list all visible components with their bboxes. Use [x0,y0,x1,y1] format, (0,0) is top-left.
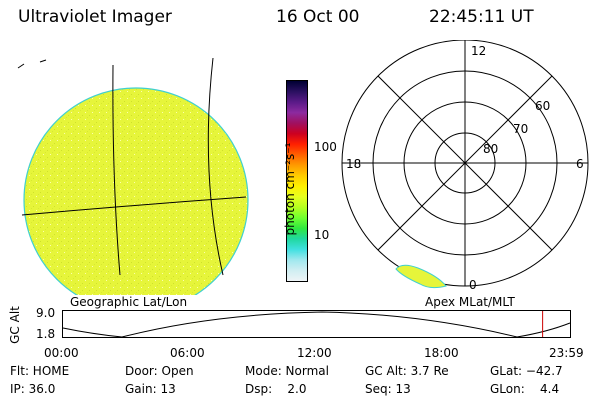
timeline-xtick-2359: 23:59 [549,346,584,360]
mlat-label-60: 60 [535,99,550,113]
status-ip: IP: 36.0 [10,382,56,396]
earth-disk [23,87,249,295]
timeline-ytop: 9.0 [36,306,56,320]
apex-caption: Apex MLat/MLT [425,295,515,309]
geographic-image-panel [17,57,249,295]
timeline-ylabel: GC Alt [7,306,22,344]
status-seq: Seq: 13 [365,382,411,396]
timeline-plot [62,310,571,338]
status-glon: GLon: 4.4 [490,382,560,396]
timeline-xtick-0600: 06:00 [170,346,205,360]
status-gain: Gain: 13 [125,382,176,396]
polar-plot: 12 18 6 0 60 70 80 [341,40,589,292]
colorbar-unit-label: photon cm⁻²s⁻¹ [283,142,297,236]
timeline-ybottom: 1.8 [36,327,56,341]
status-gcalt: GC Alt: 3.7 Re [365,364,449,378]
mlt-label-18: 18 [346,157,361,171]
app-title: Ultraviolet Imager [18,7,172,27]
timeline-xtick-1200: 12:00 [297,346,332,360]
status-mode: Mode: Normal [245,364,329,378]
status-door: Door: Open [125,364,194,378]
time-label: 22:45:11 UT [429,7,534,27]
colorbar-tick-100: 100 [314,140,337,154]
status-flt: Flt: HOME [10,364,70,378]
lat-lon-grid [21,57,247,276]
mlat-label-80: 80 [483,142,498,156]
status-glat: GLat: −42.7 [490,364,563,378]
auroral-patch [395,264,447,289]
date-label: 16 Oct 00 [276,7,360,27]
mlat-label-70: 70 [513,122,528,136]
mlt-label-12: 12 [471,44,486,58]
mlt-label-0: 0 [469,278,477,292]
timeline-frame [62,310,571,338]
timeline-xtick-0000: 00:00 [44,346,79,360]
colorbar-tick-10: 10 [314,228,330,242]
timeline-xtick-1800: 18:00 [424,346,459,360]
polar-diagonal-2 [377,75,553,251]
status-dsp: Dsp: 2.0 [245,382,307,396]
geographic-caption: Geographic Lat/Lon [70,295,188,309]
colorbar [286,80,308,282]
corner-marks [17,59,47,69]
mlt-label-6: 6 [576,157,584,171]
altitude-curve [62,311,571,338]
